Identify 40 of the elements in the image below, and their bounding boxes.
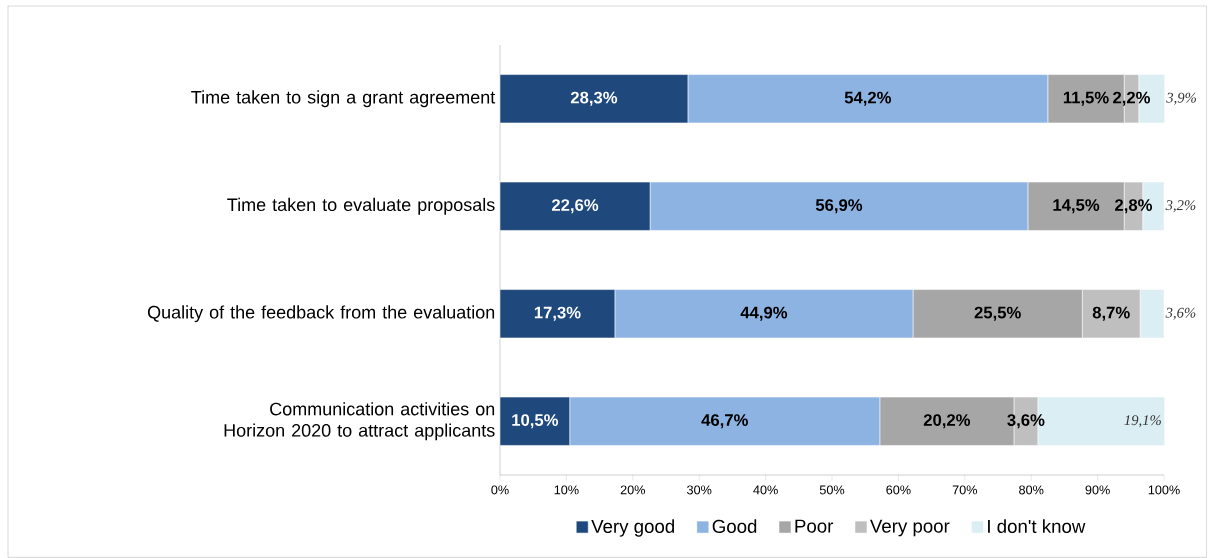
data-label: 3,6% — [1007, 414, 1045, 429]
x-tick-label: 60% — [886, 485, 911, 495]
data-label: 19,1% — [1124, 415, 1161, 428]
legend-label: Very good — [591, 519, 674, 537]
data-label: 20,2% — [923, 414, 971, 429]
y-tick-label: Quality of the feedback from the evaluation — [147, 305, 495, 323]
x-tick-label: 50% — [819, 485, 845, 495]
y-tick-label: Time taken to evaluate proposals — [227, 197, 495, 215]
data-label: 17,3% — [534, 306, 581, 321]
data-label: 8,7% — [1092, 306, 1130, 321]
x-tick-label: 40% — [753, 485, 778, 495]
data-label: 56,9% — [815, 199, 863, 214]
data-label: 2,8% — [1115, 199, 1153, 214]
x-tick-label: 90% — [1085, 485, 1110, 495]
data-label: 2,2% — [1113, 91, 1151, 106]
x-tick-label: 0% — [491, 485, 509, 495]
data-label: 25,5% — [974, 306, 1021, 321]
data-label: 3,9% — [1166, 92, 1196, 105]
data-label: 22,6% — [552, 199, 599, 214]
data-label: 46,7% — [701, 414, 748, 429]
y-tick-label: Time taken to sign a grant agreement — [191, 90, 496, 108]
x-tick-label: 80% — [1019, 485, 1044, 495]
x-tick-label: 30% — [687, 485, 712, 495]
legend-label: Poor — [795, 519, 834, 533]
x-tick-label: 100% — [1148, 485, 1180, 495]
legend-label: I don't know — [988, 519, 1086, 534]
data-label: 10,5% — [512, 414, 559, 429]
legend-label: Very poor — [870, 519, 950, 537]
data-label: 11,5% — [1063, 91, 1109, 106]
y-tick-label: Communication activities on Horizon 2020 to attract applicants — [224, 402, 495, 441]
data-label: 28,3% — [570, 91, 618, 106]
x-tick-label: 20% — [620, 485, 646, 495]
x-tick-label: 10% — [554, 485, 579, 495]
legend-label: Good — [712, 519, 757, 534]
x-tick-label: 70% — [952, 485, 978, 495]
data-label: 3,2% — [1165, 200, 1196, 213]
data-label: 3,6% — [1165, 307, 1196, 320]
data-label: 44,9% — [740, 306, 788, 321]
data-label: 14,5% — [1053, 199, 1100, 214]
data-label: 54,2% — [844, 91, 892, 106]
